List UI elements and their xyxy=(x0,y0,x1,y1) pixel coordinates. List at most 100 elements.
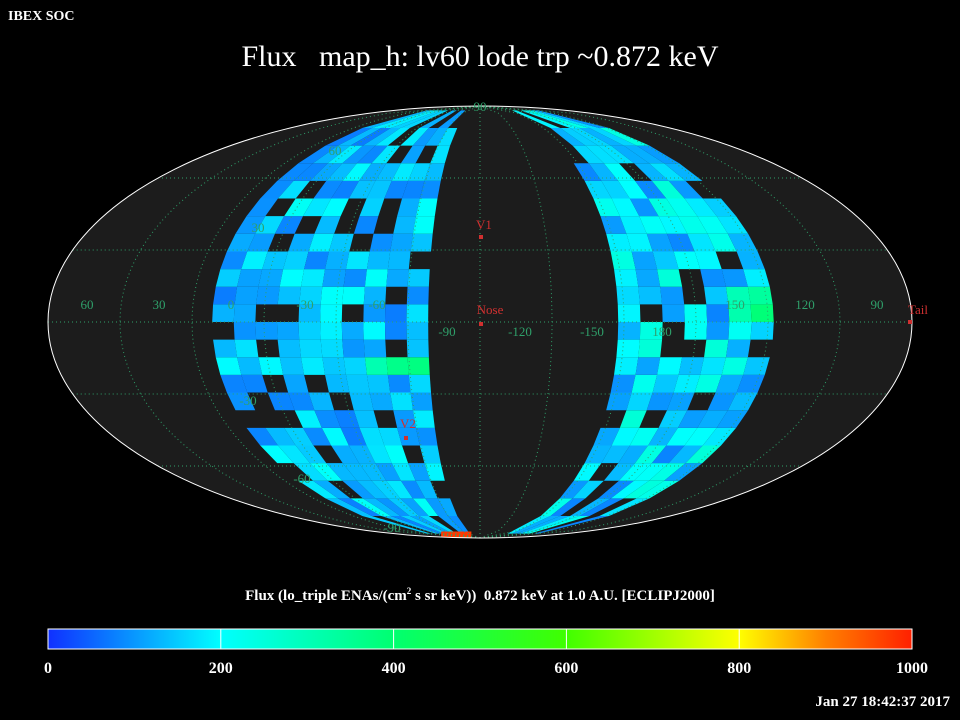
flux-cell xyxy=(617,322,641,340)
flux-cell xyxy=(721,269,748,287)
flux-cell xyxy=(277,163,314,181)
flux-cell xyxy=(601,180,630,199)
flux-cell xyxy=(617,304,641,322)
flux-cell xyxy=(412,498,439,517)
flux-cell xyxy=(358,463,387,481)
flux-cell xyxy=(284,198,314,217)
flux-cell xyxy=(684,304,708,322)
flux-cell xyxy=(390,392,413,411)
flux-cell xyxy=(447,516,470,534)
flux-cell xyxy=(375,163,401,181)
flux-cell xyxy=(618,445,649,464)
flux-cell xyxy=(419,180,441,199)
flux-cell xyxy=(237,269,263,287)
flux-cell xyxy=(322,357,346,375)
flux-cell xyxy=(664,163,703,181)
flux-cell xyxy=(390,110,444,128)
meridian-line xyxy=(479,106,697,538)
map-grid xyxy=(48,106,912,538)
longitude-label: 120 xyxy=(795,297,815,312)
flux-cell xyxy=(345,251,370,270)
flux-cell xyxy=(363,286,387,305)
flux-cell xyxy=(391,163,416,181)
flux-cell xyxy=(402,180,425,199)
flux-cell xyxy=(353,216,379,234)
flux-cell xyxy=(511,516,561,534)
flux-cell xyxy=(283,251,309,270)
flux-cell xyxy=(321,198,349,217)
flux-cell xyxy=(668,180,703,199)
flux-cell xyxy=(337,127,382,146)
flux-cell xyxy=(342,480,376,499)
flux-cell xyxy=(304,251,329,270)
flux-cell xyxy=(258,357,284,375)
flux-cell xyxy=(638,339,663,358)
flux-cell xyxy=(623,145,665,164)
flux-cell xyxy=(412,410,435,428)
latitude-label: -60 xyxy=(293,471,310,486)
flux-cell xyxy=(375,463,401,481)
flux-cell xyxy=(384,180,409,199)
flux-cell xyxy=(626,392,653,411)
flux-cell xyxy=(325,374,350,393)
flux-cell xyxy=(321,427,349,446)
colorbar-tick-label: 0 xyxy=(44,660,52,677)
flux-cell xyxy=(702,427,737,446)
flux-cell xyxy=(419,110,457,128)
flux-cell xyxy=(215,357,242,375)
colorbar-ticks xyxy=(220,629,740,649)
flux-cell xyxy=(437,127,458,146)
flux-cell xyxy=(331,180,359,199)
flux-cell xyxy=(309,163,343,181)
flux-cell xyxy=(614,269,639,287)
flux-cell xyxy=(662,304,685,322)
flux-cell xyxy=(299,286,323,305)
latitude-label: 30 xyxy=(252,220,265,235)
flux-cell xyxy=(387,498,420,517)
flux-cell xyxy=(694,251,722,270)
longitude-label: 180 xyxy=(652,324,672,339)
flux-cell xyxy=(309,463,343,481)
flux-cell xyxy=(397,198,420,217)
flux-cell xyxy=(560,127,599,146)
flux-cell xyxy=(213,286,238,305)
flux-cell xyxy=(265,427,296,446)
flux-cell xyxy=(646,233,674,252)
flux-cell xyxy=(611,198,640,217)
flux-cell xyxy=(631,251,658,270)
flux-cell xyxy=(629,427,659,446)
flux-cell xyxy=(616,339,640,358)
flux-cell xyxy=(593,427,620,446)
flux-cell xyxy=(277,180,310,199)
flux-cell xyxy=(226,233,256,252)
flux-cell xyxy=(348,180,376,199)
flux-cell xyxy=(400,145,426,164)
flux-cell xyxy=(378,427,403,446)
longitude-label: 0 xyxy=(228,297,235,312)
flux-cell xyxy=(369,392,394,411)
flux-cell xyxy=(320,286,344,305)
flux-cell xyxy=(648,198,678,217)
flux-cell xyxy=(684,198,717,217)
flux-cell xyxy=(727,392,758,411)
flux-cell xyxy=(247,233,275,252)
flux-cell xyxy=(606,233,632,252)
flux-cell xyxy=(603,463,636,481)
flux-cell xyxy=(387,374,411,393)
flux-cell xyxy=(721,357,748,375)
flux-cell xyxy=(343,269,367,287)
flux-cell xyxy=(648,427,678,446)
flux-cell xyxy=(635,357,661,375)
flux-cell xyxy=(331,445,359,464)
flux-cell xyxy=(299,339,323,358)
flux-cell xyxy=(328,233,354,252)
flux-cell xyxy=(603,163,636,181)
marker-label-v2: V2 xyxy=(400,416,416,431)
flux-cell xyxy=(631,374,658,393)
flux-cell xyxy=(277,339,301,358)
flux-cell xyxy=(652,374,679,393)
flux-cell xyxy=(220,251,248,270)
flux-cell xyxy=(638,286,663,305)
flux-cell xyxy=(381,516,440,534)
